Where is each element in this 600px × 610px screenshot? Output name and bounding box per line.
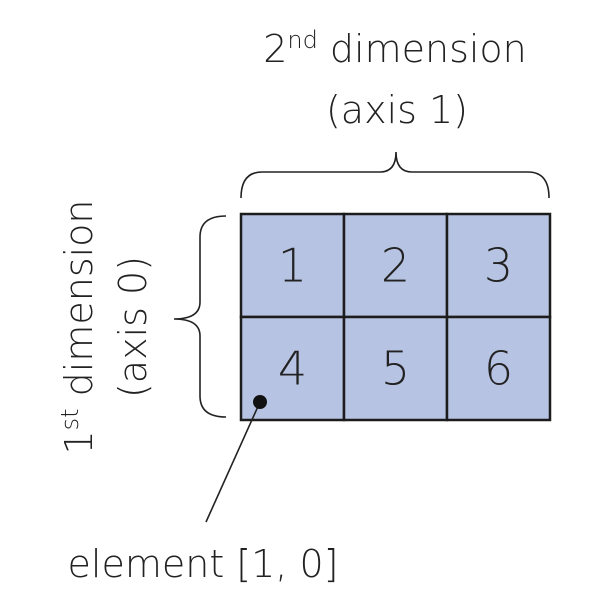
axis0-title: 1st dimension xyxy=(56,199,101,454)
axis1-title-sup: nd xyxy=(287,26,317,54)
element-marker-dot xyxy=(253,395,267,409)
axis0-title-suffix: dimension xyxy=(57,199,101,408)
axis0-title-prefix: 1 xyxy=(57,430,101,454)
callout-label: element [1, 0] xyxy=(68,542,339,586)
array-grid: 1 2 3 4 5 6 xyxy=(239,212,552,422)
axis1-title-suffix: dimension xyxy=(318,27,527,71)
callout-leader-line xyxy=(205,401,261,523)
array-cell-value-0-1: 2 xyxy=(381,239,410,293)
array-cell-value-1-0: 4 xyxy=(278,342,307,396)
axis0-subtitle: (axis 0) xyxy=(111,256,155,398)
axis0-title-sup: st xyxy=(56,408,84,430)
array-cell-value-0-2: 3 xyxy=(484,239,513,293)
array-cell-value-1-2: 6 xyxy=(484,342,513,396)
array-cell-1-1 xyxy=(342,315,449,422)
array-cell-0-1 xyxy=(342,212,449,319)
axis1-brace xyxy=(240,151,550,199)
array-cell-value-1-1: 5 xyxy=(381,342,410,396)
array-cell-1-2 xyxy=(445,315,552,422)
axis0-brace xyxy=(173,215,227,418)
array-cell-0-0 xyxy=(239,212,346,319)
array-cell-value-0-0: 1 xyxy=(278,239,307,293)
axis1-title-prefix: 2 xyxy=(263,27,287,71)
axis1-title: 2nd dimension xyxy=(263,26,527,71)
axis1-subtitle: (axis 1) xyxy=(326,88,468,132)
